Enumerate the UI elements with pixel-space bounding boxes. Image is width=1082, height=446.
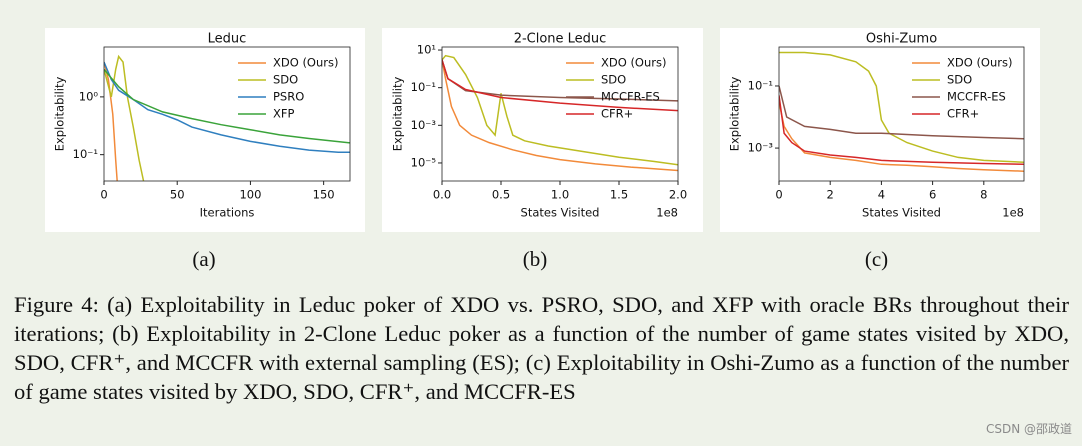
x-tick-label: 0.5 (492, 188, 510, 202)
x-tick-label: 2.0 (669, 188, 687, 202)
plot-frame (778, 46, 1025, 182)
y-axis-label: Exploitability (728, 77, 742, 152)
figure: Leduc Iterations Exploitability (a) 10⁰ 10⁻¹ 0… (45, 28, 1040, 271)
legend-label: PSRO (273, 90, 304, 104)
subfigure-label: (b) (523, 247, 548, 271)
x-tick-label: 1.0 (551, 188, 569, 202)
legend-label: SDO (601, 73, 626, 87)
y-tick-label: 10⁻³ (411, 118, 437, 132)
caption: Figure 4: (a) Exploitability in Leduc po… (14, 292, 1069, 404)
subfigure-label: (a) (192, 247, 215, 271)
series-line (104, 54, 145, 181)
x-tick-label: 4 (878, 188, 885, 202)
y-tick-label: 10¹ (417, 43, 436, 57)
x-tick-label: 0 (775, 188, 782, 202)
chart-title: Oshi-Zumo (866, 32, 937, 47)
y-tick-label: 10⁻¹ (748, 78, 773, 92)
y-axis-label: Exploitability (391, 77, 405, 152)
y-tick-label: 10⁻¹ (411, 80, 436, 94)
x-tick-label: 1.5 (610, 188, 628, 202)
subfigure-label: (c) (865, 247, 888, 271)
series-line (779, 51, 1024, 163)
plot-frame (103, 46, 351, 182)
x-offset-label: 1e8 (656, 206, 678, 220)
y-axis-label: Exploitability (53, 77, 67, 152)
x-offset-label: 1e8 (1002, 206, 1024, 220)
x-tick-label: 8 (980, 188, 987, 202)
x-tick-label: 6 (929, 188, 936, 202)
x-tick-label: 0 (100, 188, 107, 202)
series-line (779, 102, 1024, 172)
series-line (442, 59, 678, 112)
plot-frame (441, 46, 679, 182)
legend-label: XDO (Ours) (947, 56, 1012, 70)
x-tick-label: 100 (239, 188, 261, 202)
chart-title: Leduc (208, 32, 247, 47)
x-axis-label: States Visited (862, 206, 941, 220)
y-tick-label: 10⁻⁵ (411, 155, 437, 169)
x-tick-label: 150 (313, 188, 335, 202)
legend-label: MCCFR-ES (947, 90, 1006, 104)
legend-label: XDO (Ours) (601, 56, 666, 70)
series-line (442, 54, 678, 166)
y-tick-label: 10⁻¹ (73, 147, 98, 161)
series-line (104, 61, 350, 154)
x-tick-label: 2 (827, 188, 834, 202)
series-line (779, 95, 1024, 166)
watermark: CSDN @邵政道 (985, 422, 1072, 436)
x-tick-label: 0.0 (433, 188, 451, 202)
legend-label: CFR+ (601, 107, 633, 121)
legend-label: XDO (Ours) (273, 56, 338, 70)
legend-label: SDO (947, 73, 972, 87)
series-line (104, 68, 350, 144)
panel (382, 28, 703, 232)
series-line (442, 59, 678, 172)
x-axis-label: Iterations (200, 206, 255, 220)
panel (720, 28, 1040, 232)
legend-label: XFP (273, 107, 294, 121)
y-tick-label: 10⁰ (79, 89, 99, 103)
chart-title: 2-Clone Leduc (514, 32, 607, 47)
x-tick-label: 50 (170, 188, 185, 202)
series-line (779, 85, 1024, 140)
legend-label: MCCFR-ES (601, 90, 660, 104)
y-tick-label: 10⁻³ (748, 141, 774, 155)
legend-label: SDO (273, 73, 298, 87)
legend-label: CFR+ (947, 107, 979, 121)
x-axis-label: States Visited (521, 206, 600, 220)
